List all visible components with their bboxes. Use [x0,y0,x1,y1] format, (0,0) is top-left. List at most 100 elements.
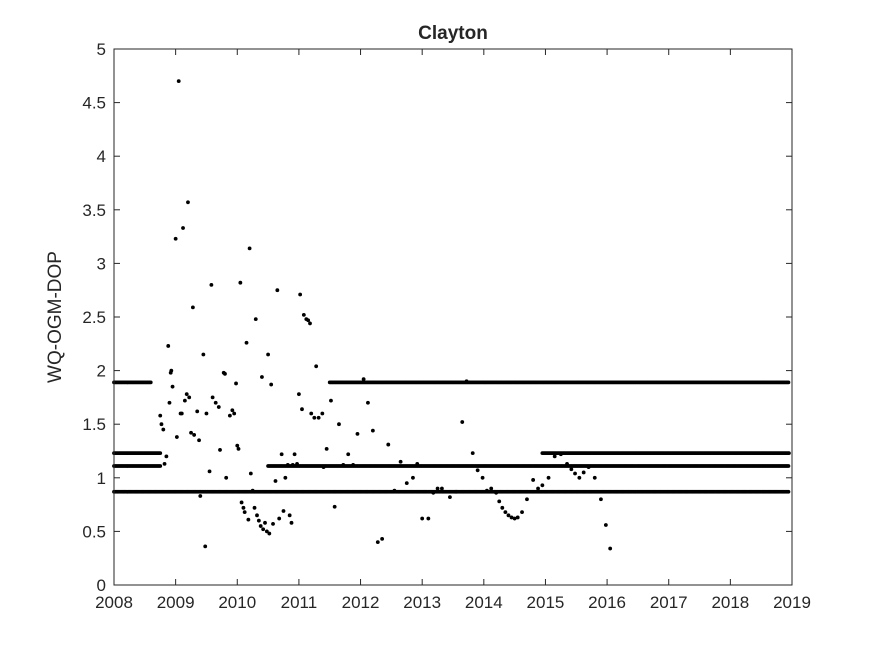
data-point [252,505,257,510]
data-point [558,452,563,457]
data-point [411,475,415,480]
data-point [573,471,577,476]
data-point [292,452,297,457]
data-point [787,451,791,456]
data-point [261,527,266,532]
data-point [250,488,255,493]
data-point [464,379,469,384]
data-point [277,516,282,521]
data-point [159,422,164,427]
y-tick-label: 5 [97,40,106,59]
x-tick-label: 2016 [588,593,626,612]
data-point [179,411,184,416]
data-point [173,236,178,241]
data-point [189,430,193,435]
data-point [263,520,267,525]
data-point [329,398,333,403]
data-point [227,413,232,418]
data-point [218,448,222,452]
data-point [512,516,517,521]
data-point [241,505,246,510]
data-point [314,364,319,369]
data-point [247,246,252,251]
data-point [258,524,263,528]
data-point [312,415,317,420]
data-point [500,505,505,510]
data-point [786,380,791,385]
data-point [440,486,444,491]
data-point [592,475,597,480]
data-point [536,486,540,491]
data-point [324,446,329,451]
data-point [346,452,351,457]
data-point [786,464,791,468]
data-point [238,280,243,285]
data-point [230,408,235,413]
data-point [355,431,360,436]
data-point [454,489,458,494]
data-point [392,488,397,493]
data-point [176,79,181,84]
x-tick-label: 2008 [95,593,133,612]
y-tick-label: 0.5 [82,522,106,541]
data-point [485,488,489,493]
data-point [489,486,494,491]
y-tick-label: 4.5 [82,94,106,113]
data-point [203,544,208,549]
data-point [158,464,163,468]
data-point [279,452,284,457]
y-tick-label: 2 [97,362,106,381]
data-point [308,321,312,326]
data-point [370,428,375,433]
data-point [337,422,341,427]
data-point [181,226,185,230]
data-point [184,392,189,397]
data-point [290,463,295,467]
y-tick-label: 1 [97,469,106,488]
data-point [480,475,485,480]
data-point [246,517,251,522]
x-tick-label: 2015 [527,593,565,612]
data-point [301,312,306,317]
data-point [435,486,440,491]
data-point [174,435,179,439]
data-point [531,478,536,482]
x-tick-label: 2010 [218,593,256,612]
data-point [599,497,603,502]
data-point [201,352,206,357]
data-point [260,375,264,379]
x-tick-label: 2019 [773,593,811,612]
data-point [287,513,292,518]
y-axis-label: WQ-OGM-DOP [45,251,66,383]
data-point [216,405,221,409]
data-point [244,340,249,345]
data-point [267,531,272,536]
data-point [361,377,366,382]
data-point [404,481,409,486]
y-tick-label: 3.5 [82,201,106,220]
data-point [239,500,244,505]
data-point [569,467,574,472]
chart-title: Clayton [418,23,488,44]
data-point [470,451,475,456]
data-point [552,454,557,459]
data-point [351,463,356,467]
data-point [509,515,514,520]
data-point [195,409,200,414]
data-point [158,451,163,456]
data-point [546,475,551,480]
data-point [289,520,294,525]
data-point [224,475,229,480]
data-point [398,459,403,464]
x-tick-label: 2017 [650,593,688,612]
data-point [207,469,212,474]
data-point [256,518,261,523]
data-point [581,470,586,475]
data-point [577,475,582,480]
data-point [603,523,608,527]
data-point [494,490,499,495]
data-point [786,489,791,494]
data-point [497,499,502,504]
data-point [242,510,247,514]
